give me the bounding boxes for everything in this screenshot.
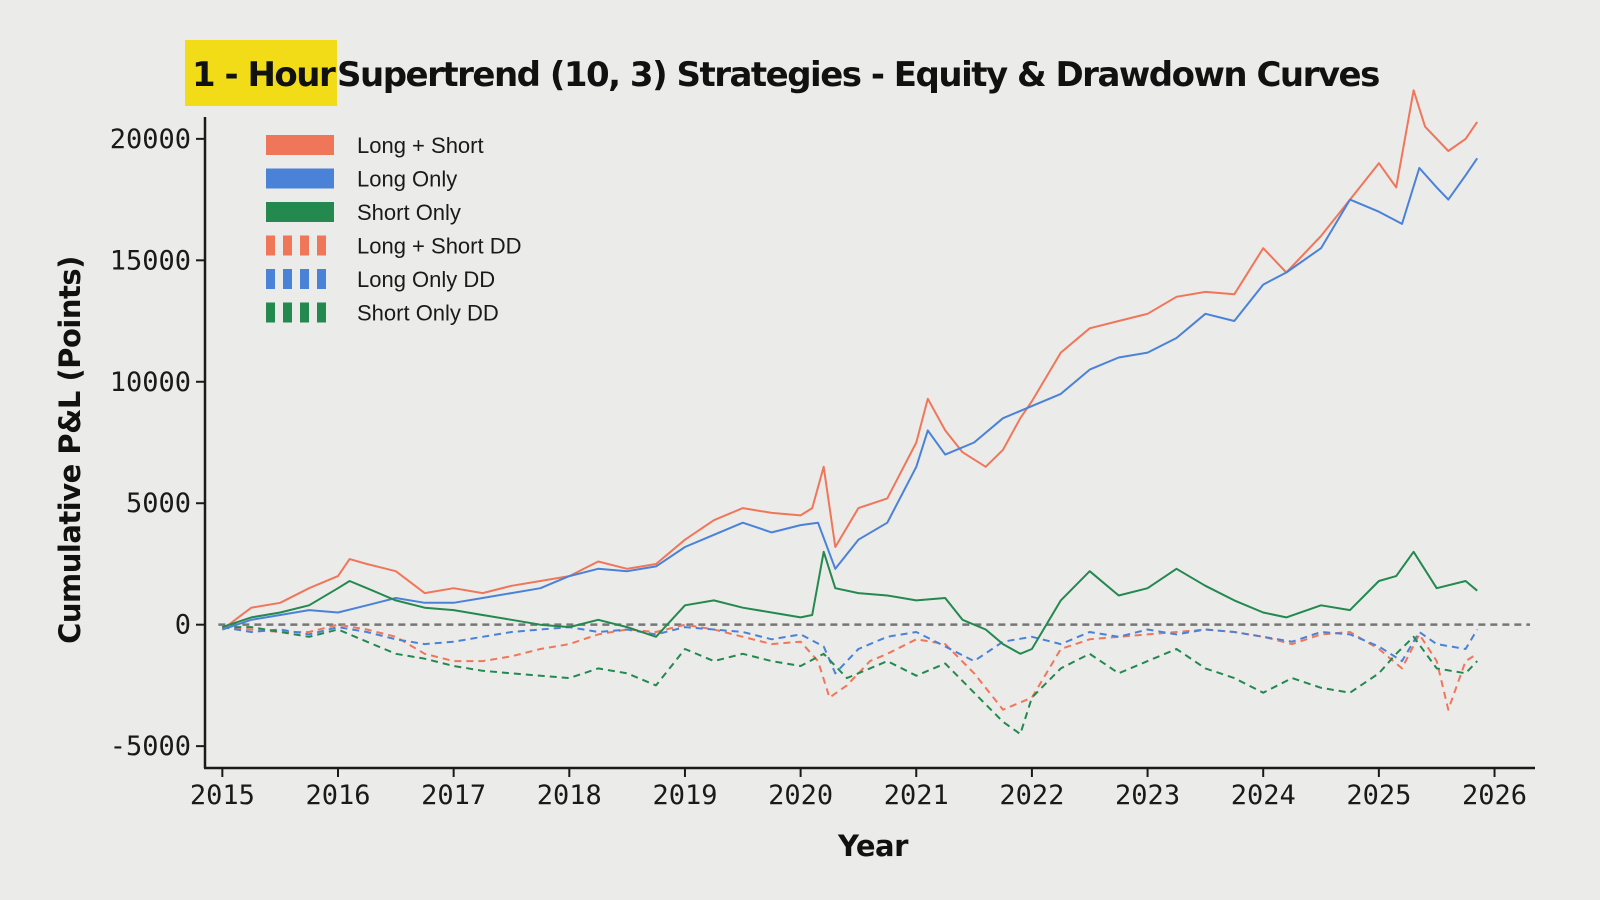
- series-line-short-only: [221, 550, 1478, 655]
- legend-key-long-short-dd: [266, 235, 275, 256]
- legend-label: Short Only DD: [357, 301, 499, 326]
- legend-key-short-only-dd: [300, 302, 309, 323]
- legend-label: Long Only DD: [357, 267, 495, 292]
- series-line-short-only-dd: [222, 626, 1478, 735]
- chart-title-rest: Supertrend (10, 3) Strategies - Equity &…: [337, 55, 1379, 95]
- legend-key-short-only-dd: [283, 302, 292, 323]
- legend-key-short-only-dd: [266, 302, 275, 323]
- x-axis-title: Year: [837, 829, 909, 863]
- y-tick-label: -5000: [110, 731, 191, 762]
- legend-key-long-only-dd: [283, 269, 292, 289]
- legend-key-long-short-dd: [300, 235, 309, 256]
- x-tick-label: 2016: [305, 780, 370, 811]
- series-line-long-short: [221, 89, 1479, 631]
- y-tick-label: 10000: [110, 367, 191, 398]
- legend-key-long-short-dd: [317, 235, 326, 256]
- x-tick-label: 2018: [537, 780, 602, 811]
- legend-label: Long + Short: [357, 133, 484, 158]
- legend-label: Long + Short DD: [357, 234, 521, 259]
- x-tick-label: 2026: [1462, 780, 1527, 811]
- legend-key-long-only-dd: [300, 269, 309, 289]
- x-tick-label: 2020: [768, 780, 833, 811]
- legend-key-long-short-dd: [283, 235, 292, 256]
- legend-key-long-only-dd: [317, 269, 326, 289]
- x-tick-label: 2017: [421, 780, 486, 811]
- series-line-long-only-dd: [222, 626, 1479, 675]
- legend-key-long-only-dd: [266, 269, 275, 289]
- x-tick-label: 2015: [190, 780, 255, 811]
- x-tick-label: 2019: [652, 780, 717, 811]
- x-tick-label: 2021: [884, 780, 949, 811]
- legend-key-short-only: [266, 202, 334, 222]
- x-tick-label: 2025: [1346, 780, 1411, 811]
- legend-key-short-only-dd: [317, 302, 326, 323]
- y-axis-title: Cumulative P&L (Points): [53, 256, 87, 644]
- series-group: [221, 89, 1479, 735]
- x-tick-label: 2022: [999, 780, 1064, 811]
- chart-title-highlight: 1 - Hour: [192, 55, 336, 95]
- y-tick-label: 5000: [126, 488, 191, 519]
- legend-label: Short Only: [357, 200, 461, 225]
- x-tick-label: 2023: [1115, 780, 1180, 811]
- x-tick-label: 2024: [1231, 780, 1296, 811]
- y-tick-label: 0: [175, 610, 191, 641]
- title-highlight: [185, 40, 337, 106]
- legend-key-long-only: [266, 168, 334, 189]
- series-line-long-short-dd: [222, 623, 1478, 711]
- series-line-long-only: [221, 157, 1479, 631]
- legend: Long + Short Long Only Short Only Long + Sh…: [266, 133, 521, 326]
- ticks: 2015 2016 2017 2018 2019 2020 2021 2022 2023 2024…: [110, 124, 1527, 811]
- legend-label: Long Only: [357, 167, 457, 192]
- legend-key-long-short: [266, 135, 334, 155]
- y-tick-label: 15000: [110, 245, 191, 276]
- y-tick-label: 20000: [110, 124, 191, 155]
